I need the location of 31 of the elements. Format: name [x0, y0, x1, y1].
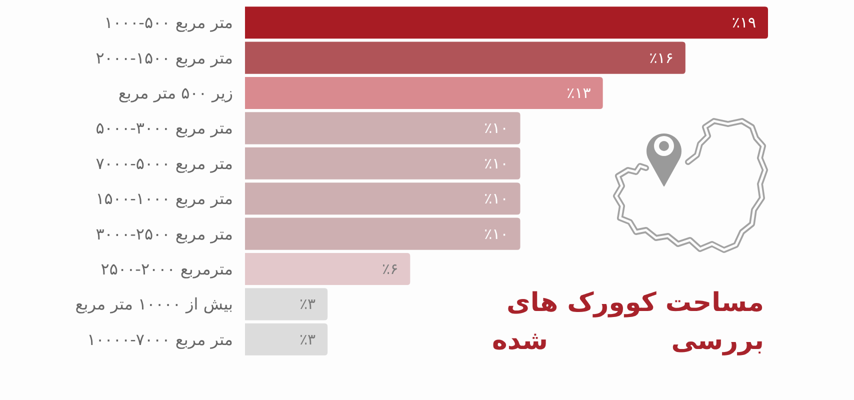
- data-label: ٪۱۰: [484, 190, 508, 208]
- data-label: ٪۶: [382, 260, 398, 278]
- bar: [245, 6, 768, 39]
- y-tick-label: زیر ۵۰۰ متر مربع: [118, 84, 233, 102]
- bar: [245, 147, 520, 180]
- bar: [245, 182, 520, 215]
- bar: [245, 252, 410, 286]
- bar: [245, 218, 520, 250]
- data-label: ٪۱۰: [484, 119, 508, 138]
- y-tick-label: ۱۰۰۰۰-۷۰۰۰ متر مربع: [87, 330, 233, 349]
- y-tick-label: ۵۰۰۰-۳۰۰۰ متر مربع: [96, 118, 233, 138]
- bar: [245, 42, 686, 74]
- text: مساحت کوورک های بررسی شده: [492, 287, 764, 358]
- data-label: ٪۱۰: [484, 154, 508, 172]
- data-label: ٪۱۰: [484, 224, 508, 243]
- y-tick-label: ۱۵۰۰-۱۰۰۰ متر مربع: [96, 189, 233, 208]
- y-tick-label: بیش از ۱۰۰۰۰ متر مربع: [75, 294, 233, 314]
- bar: [245, 112, 520, 144]
- bar: [245, 288, 328, 320]
- y-tick-label: ۱۰۰۰-۵۰۰ متر مربع: [104, 13, 233, 32]
- y-tick-label: ۳۰۰۰-۲۵۰۰ متر مربع: [96, 224, 233, 244]
- data-label: ٪۱۳: [566, 84, 591, 102]
- bar: [245, 323, 328, 356]
- y-tick-label: ۲۰۰۰-۱۵۰۰ متر مربع: [96, 48, 233, 68]
- y-tick-label: ۲۵۰۰-۲۰۰۰ مترمربع: [100, 260, 233, 278]
- bar: [245, 76, 603, 110]
- data-label: ٪۱۶: [649, 48, 674, 67]
- y-tick-label: ۷۰۰۰-۵۰۰۰ متر مربع: [96, 154, 233, 173]
- data-label: ٪۳: [299, 295, 316, 314]
- data-label: ٪۱۹: [732, 14, 756, 32]
- data-label: ٪۳: [299, 330, 316, 348]
